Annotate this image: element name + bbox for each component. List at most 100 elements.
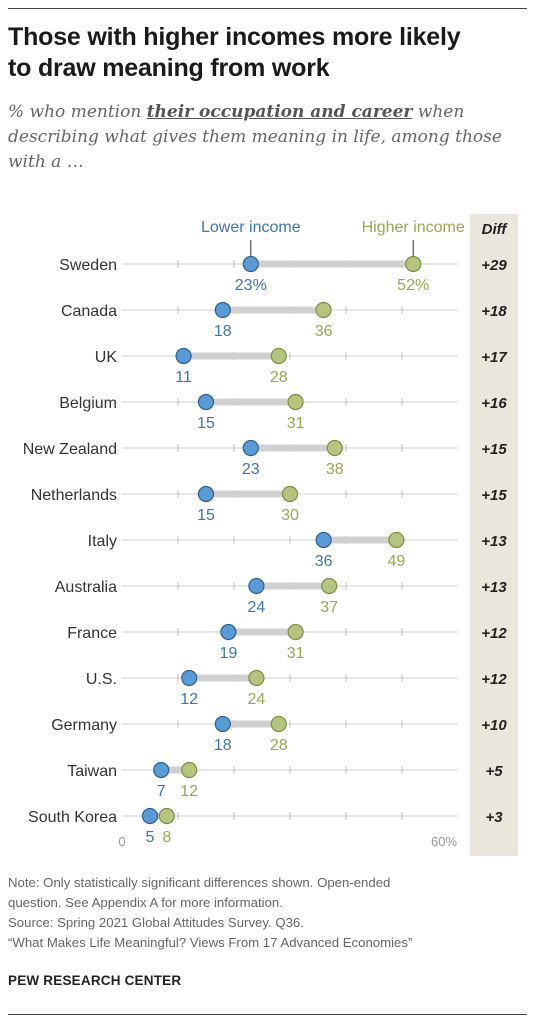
source-line: Source: Spring 2021 Global Attitudes Sur… <box>8 915 304 930</box>
legend-higher-income: Higher income <box>362 219 465 236</box>
higher-income-value: 28 <box>270 369 288 386</box>
lower-income-value: 23% <box>235 277 267 294</box>
country-label: France <box>67 625 117 642</box>
diff-value: +18 <box>481 303 507 320</box>
brand-name: PEW RESEARCH CENTER <box>8 973 182 988</box>
diff-value: +15 <box>481 487 507 504</box>
diff-value: +17 <box>481 349 507 366</box>
diff-value: +12 <box>481 671 507 688</box>
lower-income-value: 7 <box>157 783 166 800</box>
country-label: New Zealand <box>23 441 117 458</box>
lower-income-dot <box>197 393 215 411</box>
subtitle-emphasis: their occupation and career <box>146 102 413 122</box>
country-label: Canada <box>61 303 117 320</box>
higher-income-dot <box>388 531 405 549</box>
higher-income-value: 31 <box>287 415 305 432</box>
higher-income-dot <box>326 439 343 457</box>
country-label: UK <box>95 349 118 366</box>
diff-value: +5 <box>485 763 503 780</box>
lower-income-dot <box>214 715 231 733</box>
lower-income-dot <box>220 623 237 641</box>
diff-value: +16 <box>481 395 507 412</box>
diff-value: +13 <box>481 533 507 550</box>
lower-income-dot <box>315 531 332 549</box>
higher-income-dot <box>270 715 287 733</box>
diff-column-header: Diff <box>482 221 509 238</box>
lower-income-value: 18 <box>214 737 232 754</box>
country-label: Germany <box>51 717 117 734</box>
legend-lower-income: Lower income <box>201 219 301 236</box>
country-label: U.S. <box>86 671 117 688</box>
higher-income-value: 49 <box>388 553 406 570</box>
diff-value: +15 <box>481 441 507 458</box>
country-label: Taiwan <box>67 763 117 780</box>
diff-value: +10 <box>481 717 507 734</box>
lower-income-value: 11 <box>175 369 192 386</box>
axis-max-label: 60% <box>431 834 457 849</box>
country-label: Italy <box>88 533 117 550</box>
higher-income-dot <box>315 301 332 319</box>
country-label: Australia <box>55 579 117 596</box>
footnotes: Note: Only statistically significant dif… <box>8 873 533 953</box>
higher-income-value: 30 <box>281 507 299 524</box>
diff-value: +3 <box>485 809 503 826</box>
bottom-rule <box>8 1014 527 1015</box>
lower-income-value: 24 <box>248 599 266 616</box>
higher-income-dot <box>270 347 287 365</box>
lower-income-value: 19 <box>220 645 238 662</box>
higher-income-value: 36 <box>315 323 333 340</box>
lower-income-dot <box>175 347 192 365</box>
top-rule <box>8 8 527 9</box>
subtitle-suffix: when <box>412 102 465 122</box>
higher-income-value: 12 <box>180 783 198 800</box>
higher-income-value: 31 <box>287 645 305 662</box>
subtitle-line-3: with a … <box>8 152 84 172</box>
lower-income-dot <box>197 485 215 503</box>
higher-income-value: 38 <box>326 461 344 478</box>
lower-income-dot <box>248 577 265 595</box>
lower-income-value: 12 <box>180 691 198 708</box>
higher-income-dot <box>405 255 422 273</box>
higher-income-value: 37 <box>320 599 338 616</box>
higher-income-dot <box>287 393 304 411</box>
country-label: Belgium <box>59 395 117 412</box>
higher-income-value: 24 <box>248 691 266 708</box>
higher-income-value: 28 <box>270 737 288 754</box>
higher-income-dot <box>281 485 299 503</box>
lower-income-dot <box>242 255 259 273</box>
dot-range-chart: Diff Lower income Higher income Sweden 23… <box>23 214 518 856</box>
chart-title: Those with higher incomes more likely to… <box>8 22 527 84</box>
lower-income-value: 15 <box>197 415 215 432</box>
note-line-1: Note: Only statistically significant dif… <box>8 875 391 890</box>
report-title: “What Makes Life Meaningful? Views From … <box>8 935 413 950</box>
title-line-2: to draw meaning from work <box>8 54 330 82</box>
lower-income-value: 18 <box>214 323 232 340</box>
diff-column-background <box>470 214 518 856</box>
lower-income-value: 15 <box>197 507 215 524</box>
lower-income-dot <box>214 301 231 319</box>
chart-subtitle: % who mention their occupation and caree… <box>8 100 527 175</box>
higher-income-value: 52% <box>397 277 429 294</box>
title-line-1: Those with higher incomes more likely <box>8 23 461 51</box>
chart-rows: Sweden 23% 52% +29 Canada 18 36 +18 UK 11 28 +17 Bel… <box>23 255 507 846</box>
higher-income-dot <box>158 807 175 825</box>
higher-income-dot <box>321 577 338 595</box>
lower-income-dot <box>242 439 259 457</box>
country-label: South Korea <box>28 809 117 826</box>
note-line-2: question. See Appendix A for more inform… <box>8 895 283 910</box>
subtitle-prefix: % who mention <box>8 102 147 122</box>
higher-income-dot <box>181 761 198 779</box>
lower-income-value: 36 <box>315 553 333 570</box>
lower-income-value: 5 <box>146 829 155 846</box>
subtitle-line-2: describing what gives them meaning in li… <box>8 127 502 147</box>
country-label: Sweden <box>59 257 117 274</box>
axis-min-label: 0 <box>118 834 125 849</box>
diff-value: +12 <box>481 625 507 642</box>
lower-income-dot <box>181 669 198 687</box>
higher-income-value: 8 <box>162 829 171 846</box>
country-label: Netherlands <box>31 487 117 504</box>
diff-value: +13 <box>481 579 507 596</box>
lower-income-dot <box>141 807 159 825</box>
higher-income-dot <box>248 669 265 687</box>
higher-income-dot <box>287 623 304 641</box>
